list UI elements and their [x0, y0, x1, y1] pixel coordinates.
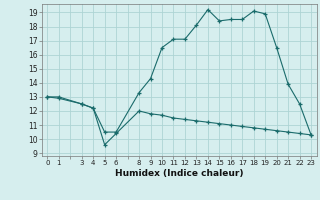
X-axis label: Humidex (Indice chaleur): Humidex (Indice chaleur) [115, 169, 244, 178]
